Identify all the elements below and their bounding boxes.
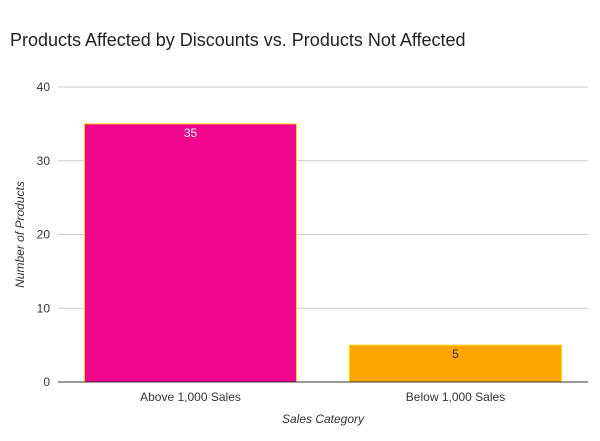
x-tick-label: Below 1,000 Sales <box>406 390 505 404</box>
y-tick-label: 40 <box>37 80 51 94</box>
y-tick-label: 0 <box>43 375 50 389</box>
y-axis-title: Number of Products <box>13 181 27 288</box>
y-tick-label: 20 <box>37 228 51 242</box>
bar-data-label: 35 <box>184 126 198 140</box>
bar-data-label: 5 <box>452 347 459 361</box>
x-axis-title: Sales Category <box>282 412 365 426</box>
chart-title: Products Affected by Discounts vs. Produ… <box>10 30 466 50</box>
y-tick-label: 30 <box>37 154 51 168</box>
bar <box>349 344 562 383</box>
x-axis-ticks: Above 1,000 Sales Below 1,000 Sales <box>140 390 505 404</box>
x-tick-label: Above 1,000 Sales <box>140 390 241 404</box>
bar <box>84 123 297 383</box>
y-tick-label: 10 <box>37 301 51 315</box>
bars: 35 5 <box>84 123 562 383</box>
y-axis-ticks: 0 10 20 30 40 <box>37 80 51 389</box>
